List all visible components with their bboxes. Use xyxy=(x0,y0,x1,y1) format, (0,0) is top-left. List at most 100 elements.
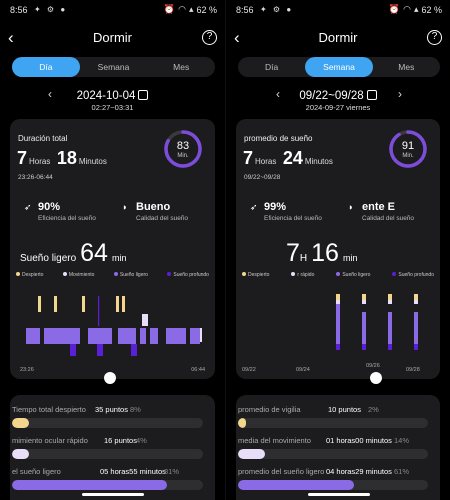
wifi-icon: ◠ xyxy=(178,4,186,14)
page-indicator-dot[interactable] xyxy=(370,372,382,384)
light-segment xyxy=(88,328,112,344)
awake-segment xyxy=(362,294,366,300)
gap xyxy=(42,332,44,342)
home-indicator[interactable] xyxy=(82,493,144,496)
legend-movement: Movimiento xyxy=(62,272,94,278)
status-tray: ⏰ ◠ ▴ 62 % xyxy=(164,4,217,15)
movement-segment xyxy=(200,328,202,342)
phone-week-view: 8:56 ✦ ⚙ ● ⏰ ◠ ▴ 62 % ‹ Dormir ? Día Sem… xyxy=(225,0,450,500)
date-navigator: ‹ 09/22~09/28 › xyxy=(226,86,450,104)
average-duration: 7 Horas 24 Minutos xyxy=(243,148,333,168)
awake-segment xyxy=(82,296,85,312)
shield-moon-icon: ◗ xyxy=(122,202,128,212)
light-segment xyxy=(58,328,80,344)
x-label: 09/26 xyxy=(366,363,380,369)
light-segment xyxy=(388,312,392,344)
chart-legend: Despierto Movimiento Sueño ligero Sueño … xyxy=(16,272,209,278)
light-segment xyxy=(362,312,366,344)
signal-icon: ▴ xyxy=(413,4,419,14)
light-segment xyxy=(190,328,200,344)
wifi-icon: ◠ xyxy=(403,4,411,14)
notification-icons: ✦ ⚙ ● xyxy=(34,5,68,14)
chart-legend: Despierto r rápido Sueño ligero Sueño pr… xyxy=(242,272,434,278)
status-time: 8:56 xyxy=(236,5,254,15)
breakdown-card: promedio de vigilia 10 puntos 2% media d… xyxy=(236,395,440,500)
page-title: Dormir xyxy=(318,30,358,45)
breakdown-bar xyxy=(12,449,203,459)
tab-day[interactable]: Día xyxy=(265,62,279,72)
total-duration: 7 Horas 18 Minutos xyxy=(17,148,107,168)
rocket-icon: ➶ xyxy=(24,202,32,212)
movement-segment xyxy=(142,314,148,326)
legend-deep: Sueño profundo xyxy=(392,272,434,278)
deep-segment xyxy=(388,344,392,350)
light-segment xyxy=(26,328,40,344)
time-range: 09/22~09/28 xyxy=(244,174,281,181)
legend-awake: Despierto xyxy=(242,272,269,278)
tab-month[interactable]: Mes xyxy=(398,62,415,72)
sleep-summary-card: Duración total 7 Horas 18 Minutos 23:26-06… xyxy=(10,119,215,379)
deep-segment xyxy=(414,344,418,350)
efficiency-stat: ➶ 90% Eficiencia del sueño xyxy=(24,201,96,222)
deep-segment xyxy=(336,344,340,350)
awake-segment xyxy=(336,294,340,300)
summary-label: Duración total xyxy=(18,134,68,143)
score-ring: 91 Min. xyxy=(388,129,428,169)
breakdown-bar xyxy=(238,449,428,459)
time-range: 23:26-06:44 xyxy=(18,174,53,181)
stage-detail: Sueño ligero 64 min xyxy=(20,239,127,267)
x-label: 09/28 xyxy=(406,367,420,373)
home-indicator[interactable] xyxy=(308,493,370,496)
help-icon[interactable]: ? xyxy=(427,30,442,45)
light-segment xyxy=(166,328,186,344)
x-label: 09/24 xyxy=(296,367,310,373)
period-tabs: Día Semana Mes xyxy=(238,57,440,77)
back-arrow-icon[interactable]: ‹ xyxy=(8,28,14,47)
help-icon[interactable]: ? xyxy=(202,30,217,45)
light-segment xyxy=(150,328,158,344)
calendar-icon[interactable] xyxy=(138,90,149,100)
deep-segment xyxy=(131,344,137,356)
sleep-summary-card: promedio de sueño 7 Horas 24 Minutos 09/22… xyxy=(236,119,440,379)
prev-date-icon[interactable]: ‹ xyxy=(276,87,280,101)
awake-segment xyxy=(414,294,418,300)
light-segment xyxy=(336,304,340,344)
light-segment xyxy=(140,328,146,344)
date-navigator: ‹ 2024-10-04 xyxy=(0,86,225,104)
header: ‹ Dormir ? xyxy=(226,28,450,48)
awake-segment xyxy=(98,296,100,326)
rocket-icon: ➶ xyxy=(250,202,258,212)
tab-week[interactable]: Semana xyxy=(97,62,130,72)
tab-month[interactable]: Mes xyxy=(173,62,190,72)
rem-segment xyxy=(414,300,418,304)
breakdown-bar xyxy=(12,480,203,490)
current-date[interactable]: 09/22~09/28 xyxy=(299,90,364,102)
x-label-end: 06:44 xyxy=(191,367,205,373)
calendar-icon[interactable] xyxy=(366,90,377,100)
prev-date-icon[interactable]: ‹ xyxy=(48,87,52,101)
current-date[interactable]: 2024-10-04 xyxy=(76,90,136,102)
rem-segment xyxy=(388,300,392,304)
sub-date: 2024-09-27 viernes xyxy=(305,103,371,112)
awake-segment xyxy=(116,296,119,312)
back-arrow-icon[interactable]: ‹ xyxy=(234,28,240,47)
score-value: 83 xyxy=(176,140,190,152)
efficiency-stat: ➶ 99% Eficiencia del sueño xyxy=(250,201,322,222)
awake-segment xyxy=(38,296,41,312)
status-tray: ⏰ ◠ ▴ 62 % xyxy=(389,4,442,15)
next-date-icon[interactable]: › xyxy=(398,87,402,101)
shield-moon-icon: ◗ xyxy=(348,202,354,212)
score-unit: Min. xyxy=(177,153,189,159)
rem-segment xyxy=(336,300,340,304)
tab-day[interactable]: Día xyxy=(12,57,80,77)
day-sleep-chart xyxy=(26,296,202,356)
awake-segment xyxy=(122,296,125,312)
tab-week[interactable]: Semana xyxy=(305,57,373,77)
deep-segment xyxy=(70,344,76,356)
summary-label: promedio de sueño xyxy=(244,134,313,143)
score-value: 91 xyxy=(401,140,415,152)
light-segment xyxy=(414,312,418,344)
status-bar: 8:56 ✦ ⚙ ● ⏰ ◠ ▴ 62 % xyxy=(226,4,450,18)
page-indicator-dot[interactable] xyxy=(104,372,116,384)
light-segment xyxy=(44,328,58,344)
